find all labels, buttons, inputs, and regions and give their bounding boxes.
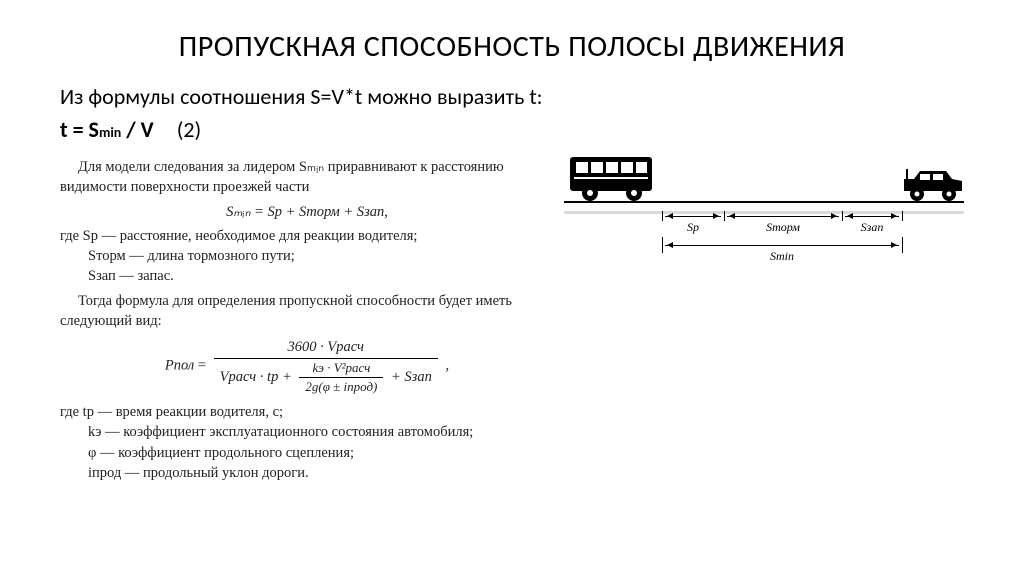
total-label: Smin — [770, 249, 794, 264]
model-paragraph: Для модели следования за лидером Sₘᵢₙ пр… — [60, 157, 554, 198]
capacity-paragraph: Тогда формула для определения пропускной… — [60, 291, 554, 332]
road-shadow — [564, 211, 964, 214]
smin-equation: Sₘᵢₙ = Sр + Sторм + Sзап, — [60, 202, 554, 222]
tick-mark — [724, 211, 725, 221]
car-icon — [902, 167, 964, 203]
main-equation: t = Smin / V (2) — [60, 116, 964, 143]
total-tick — [902, 237, 903, 253]
total-tick — [662, 237, 663, 253]
symbol-definitions-2: где tр — время реакции водителя, с; kэ —… — [60, 402, 554, 483]
symbol-definitions-1: где Sр — расстояние, необходимое для реа… — [60, 226, 554, 287]
segment-arrow — [845, 216, 899, 217]
text-column: Для модели следования за лидером Sₘᵢₙ пр… — [60, 153, 554, 483]
segment-label: Sторм — [766, 220, 800, 235]
following-distance-diagram: Sр Sторм Sзап Smin — [564, 153, 964, 293]
segment-arrow — [727, 216, 839, 217]
tick-mark — [662, 211, 663, 221]
bus-icon — [568, 153, 664, 203]
tick-mark — [902, 211, 903, 221]
total-arrow — [665, 245, 899, 246]
page-title: ПРОПУСКНАЯ СПОСОБНОСТЬ ПОЛОСЫ ДВИЖЕНИЯ — [60, 28, 964, 65]
segment-label: Sзап — [861, 220, 884, 235]
capacity-formula: Pпол = 3600 · Vрасч Vрасч · tр + kэ · V²… — [60, 337, 554, 396]
segment-label: Sр — [687, 220, 699, 235]
intro-text: Из формулы соотношения S=V*t можно выраз… — [60, 83, 964, 110]
tick-mark — [842, 211, 843, 221]
segment-arrow — [665, 216, 721, 217]
